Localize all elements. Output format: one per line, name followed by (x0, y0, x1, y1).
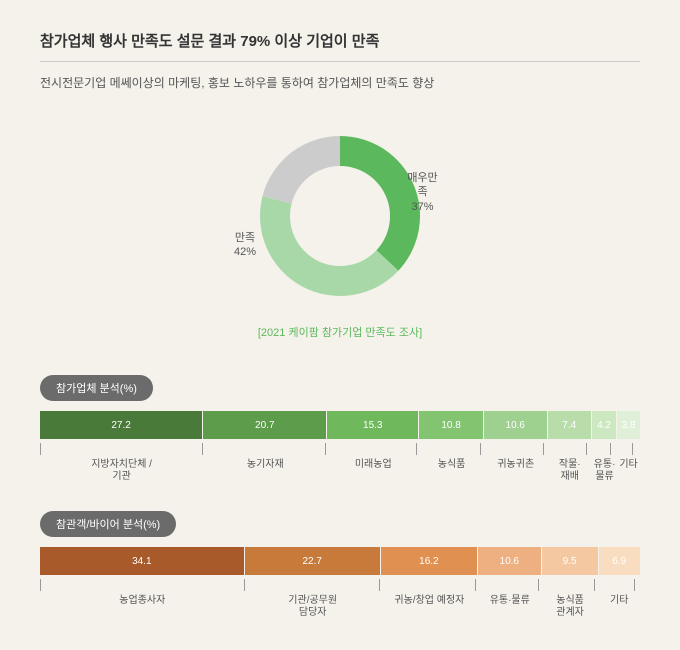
donut-slice (263, 136, 340, 204)
bar-label: 미래농업 (327, 459, 419, 483)
bar-segment: 27.2 (40, 411, 203, 439)
page-subtitle: 전시전문기업 메쎄이상의 마케팅, 홍보 노하우를 통하여 참가업체의 만족도 … (40, 74, 640, 91)
bar-label: 지방자치단체 /기관 (40, 459, 203, 483)
bar-segment: 9.5 (542, 547, 599, 575)
bar-segment: 7.4 (548, 411, 592, 439)
bar-segment: 10.8 (419, 411, 484, 439)
label-row: 지방자치단체 /기관농기자재미래농업농식품귀농귀촌작물·재배유통·물류기타 (40, 459, 640, 483)
bar-segment: 4.2 (592, 411, 617, 439)
donut-chart: 매우만족37%만족42% (240, 116, 440, 316)
bar-label: 귀농/창업 예정자 (381, 595, 478, 619)
bar-segment: 34.1 (40, 547, 245, 575)
section-pill: 참가업체 분석(%) (40, 375, 153, 401)
tick-row (40, 443, 640, 455)
bar-label: 기관/공무원담당자 (245, 595, 381, 619)
bar-segment: 10.6 (478, 547, 542, 575)
bar-label: 유통·물류 (478, 595, 542, 619)
stacked-bar: 34.122.716.210.69.56.9 (40, 547, 640, 575)
bar-segment: 16.2 (381, 547, 478, 575)
bar-label: 기타 (599, 595, 640, 619)
bar-label: 유통·물류 (592, 459, 617, 483)
bar-segment: 15.3 (327, 411, 419, 439)
donut-slice-label: 매우만족37% (405, 171, 440, 214)
bar-label: 기타 (617, 459, 640, 483)
page-title: 참가업체 행사 만족도 설문 결과 79% 이상 기업이 만족 (40, 30, 640, 62)
bar-label: 농업종사자 (40, 595, 245, 619)
section-pill: 참관객/바이어 분석(%) (40, 511, 176, 537)
bar-label: 농식품관계자 (542, 595, 599, 619)
bar-segment: 6.9 (599, 547, 640, 575)
bar-segment: 10.6 (484, 411, 548, 439)
donut-slice (260, 196, 398, 296)
donut-caption: [2021 케이팜 참가기업 만족도 조사] (40, 324, 640, 340)
bar-label: 작물·재배 (548, 459, 592, 483)
bar-label: 귀농귀촌 (484, 459, 548, 483)
bar-label: 농식품 (419, 459, 484, 483)
donut-slice-label: 만족42% (234, 231, 256, 260)
bar-segment: 22.7 (245, 547, 381, 575)
bar-segment: 20.7 (203, 411, 327, 439)
label-row: 농업종사자기관/공무원담당자귀농/창업 예정자유통·물류농식품관계자기타 (40, 595, 640, 619)
bar-segment: 3.8 (617, 411, 640, 439)
tick-row (40, 579, 640, 591)
bar-label: 농기자재 (203, 459, 327, 483)
stacked-bar: 27.220.715.310.810.67.44.23.8 (40, 411, 640, 439)
